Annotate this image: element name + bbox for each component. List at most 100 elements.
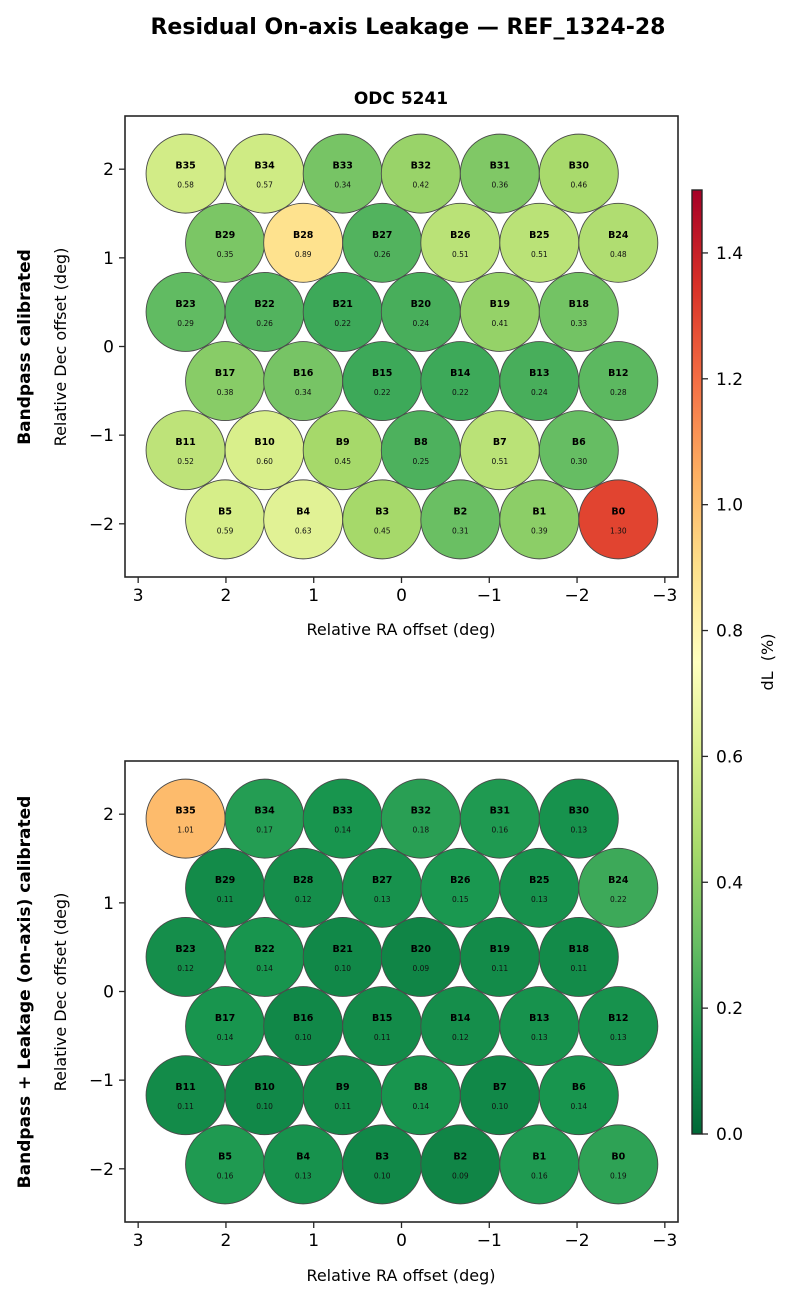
- beam-b18: B18 0.11: [538, 916, 619, 997]
- beam-marker: [224, 410, 305, 491]
- beam-marker: [538, 410, 619, 491]
- beam-b29: B29 0.11: [185, 847, 266, 928]
- beam-id-label: B1: [532, 506, 546, 517]
- beam-value-label: 0.15: [452, 895, 469, 904]
- beam-b29: B29 0.35: [185, 202, 266, 283]
- beam-value-label: 0.26: [256, 319, 273, 328]
- x-tick-label: −2: [565, 1231, 590, 1251]
- beam-value-label: 0.16: [217, 1171, 234, 1180]
- beam-value-label: 0.14: [217, 1033, 234, 1042]
- beam-value-label: 0.12: [452, 1033, 469, 1042]
- beam-value-label: 0.34: [295, 388, 312, 397]
- beam-marker: [459, 133, 540, 214]
- beam-b23: B23 0.29: [145, 271, 226, 352]
- beam-marker: [380, 271, 461, 352]
- beam-marker: [499, 1124, 580, 1205]
- beam-id-label: B30: [569, 161, 590, 172]
- x-tick-label: 1: [308, 1231, 319, 1251]
- beam-id-label: B7: [493, 1082, 507, 1093]
- beam-b30: B30 0.13: [538, 778, 619, 859]
- beam-id-label: B24: [608, 875, 629, 886]
- beam-marker: [224, 778, 305, 859]
- beam-marker: [578, 1124, 659, 1205]
- beam-value-label: 0.17: [256, 826, 273, 835]
- beam-id-label: B6: [572, 437, 586, 448]
- beam-b9: B9 0.11: [302, 1055, 383, 1136]
- beam-value-label: 0.26: [374, 250, 391, 259]
- beam-id-label: B32: [411, 161, 431, 172]
- y-axis-label: Relative Dec offset (deg): [51, 248, 70, 447]
- beam-value-label: 0.57: [256, 181, 273, 190]
- beam-b1: B1 0.39: [499, 479, 580, 560]
- beam-id-label: B29: [215, 230, 235, 241]
- beam-marker: [578, 986, 659, 1067]
- beam-marker: [578, 847, 659, 928]
- beam-b6: B6 0.14: [538, 1055, 619, 1136]
- beam-b18: B18 0.33: [538, 271, 619, 352]
- beam-value-label: 0.22: [610, 895, 627, 904]
- beam-id-label: B16: [293, 368, 314, 379]
- beam-marker: [499, 847, 580, 928]
- y-tick-label: 2: [103, 160, 114, 180]
- beam-b23: B23 0.12: [145, 916, 226, 997]
- beam-marker: [499, 986, 580, 1067]
- beam-value-label: 0.29: [177, 319, 194, 328]
- colorbar-label: dL (%): [758, 634, 777, 691]
- beam-value-label: 0.10: [334, 964, 351, 973]
- beam-value-label: 0.51: [491, 457, 508, 466]
- beam-id-label: B23: [175, 944, 195, 955]
- beam-marker: [420, 1124, 501, 1205]
- beam-b0: B0 1.30: [578, 479, 659, 560]
- beam-b3: B3 0.45: [342, 479, 423, 560]
- beam-marker: [538, 271, 619, 352]
- beam-id-label: B0: [611, 1151, 625, 1162]
- beam-id-label: B31: [490, 161, 510, 172]
- beam-id-label: B11: [175, 1082, 195, 1093]
- beam-value-label: 0.24: [412, 319, 429, 328]
- x-ticks: 3 2 1 0 −1 −2 −3: [133, 577, 677, 606]
- beam-value-label: 0.10: [491, 1102, 508, 1111]
- beam-id-label: B2: [453, 1151, 467, 1162]
- beam-b12: B12 0.13: [578, 986, 659, 1067]
- beam-b28: B28 0.89: [263, 202, 344, 283]
- beam-b24: B24 0.48: [578, 202, 659, 283]
- beam-marker: [499, 479, 580, 560]
- beam-marker: [380, 410, 461, 491]
- beam-id-label: B0: [611, 506, 625, 517]
- beam-b31: B31 0.16: [459, 778, 540, 859]
- x-tick-label: 1: [308, 586, 319, 606]
- beam-marker: [342, 341, 423, 422]
- x-tick-label: −1: [477, 1231, 502, 1251]
- beam-id-label: B5: [218, 1151, 232, 1162]
- beam-value-label: 0.10: [295, 1033, 312, 1042]
- beam-value-label: 0.48: [610, 250, 627, 259]
- beam-marker: [380, 133, 461, 214]
- beam-id-label: B3: [375, 506, 389, 517]
- beam-b14: B14 0.12: [420, 986, 501, 1067]
- beam-b21: B21 0.10: [302, 916, 383, 997]
- axes-frame: [124, 760, 679, 1223]
- beam-id-label: B20: [411, 299, 432, 310]
- beam-id-label: B10: [254, 437, 275, 448]
- beam-marker: [263, 479, 344, 560]
- beam-b27: B27 0.13: [342, 847, 423, 928]
- beam-b10: B10 0.10: [224, 1055, 305, 1136]
- beam-b15: B15 0.11: [342, 986, 423, 1067]
- beam-marker: [302, 916, 383, 997]
- beam-id-label: B22: [254, 299, 274, 310]
- beam-b22: B22 0.14: [224, 916, 305, 997]
- beam-marker: [459, 778, 540, 859]
- beam-marker: [185, 341, 266, 422]
- beam-id-label: B17: [215, 368, 235, 379]
- colorbar-tick-label: 0.2: [716, 999, 743, 1019]
- beam-id-label: B8: [414, 1082, 428, 1093]
- beam-b5: B5 0.16: [185, 1124, 266, 1205]
- beam-value-label: 0.24: [531, 388, 548, 397]
- beam-b17: B17 0.14: [185, 986, 266, 1067]
- x-tick-label: 2: [221, 1231, 232, 1251]
- beam-b5: B5 0.59: [185, 479, 266, 560]
- beam-b8: B8 0.25: [380, 410, 461, 491]
- beam-value-label: 0.39: [531, 526, 548, 535]
- beam-id-label: B19: [490, 944, 510, 955]
- beam-id-label: B18: [569, 944, 590, 955]
